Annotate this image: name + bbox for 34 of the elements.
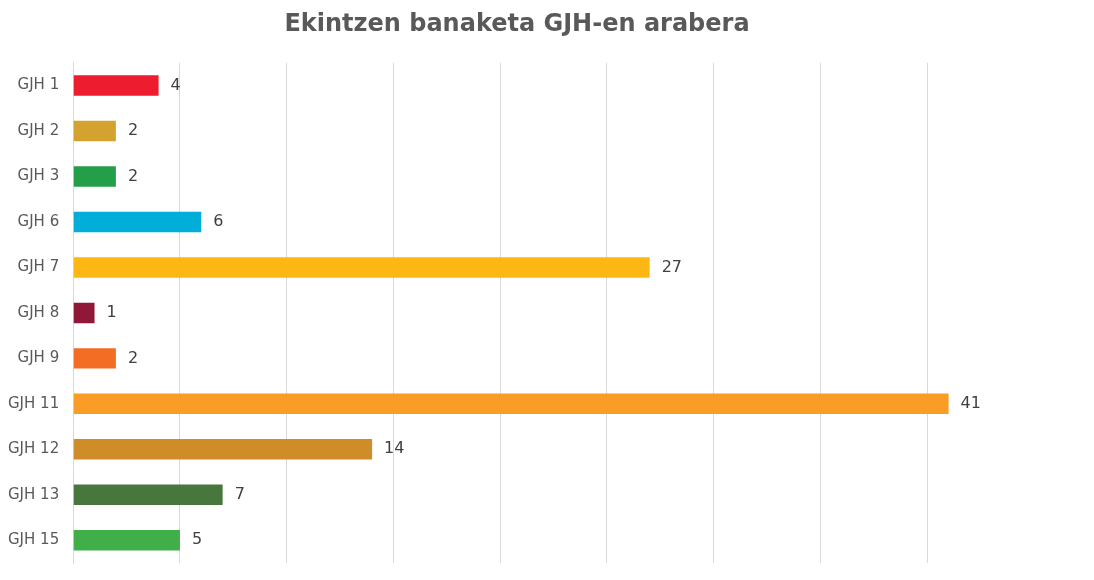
bar: [73, 211, 202, 233]
data-label: 2: [127, 165, 139, 185]
y-tick-label: GJH 12: [7, 439, 60, 458]
data-label: 4: [170, 74, 181, 94]
y-tick-label: GJH 11: [7, 393, 60, 412]
y-tick-label: GJH 3: [17, 166, 60, 185]
data-label: 2: [127, 120, 139, 140]
data-label: 41: [960, 393, 981, 412]
bar: [73, 75, 159, 96]
chart-title: Ekintzen banaketa GJH-en arabera: [284, 8, 750, 37]
bar: [73, 484, 223, 506]
y-tick-label: GJH 15: [7, 530, 60, 549]
bar: [73, 120, 116, 142]
y-tick-label: GJH 7: [17, 257, 60, 276]
y-tick-label: GJH 1: [17, 75, 60, 94]
y-tick-label: GJH 8: [17, 302, 60, 321]
data-label: 1: [106, 302, 117, 322]
bar: [73, 257, 650, 278]
data-label: 2: [127, 347, 139, 367]
data-label: 7: [234, 483, 245, 503]
data-label: 14: [384, 438, 405, 458]
data-label: 5: [191, 529, 203, 549]
y-tick-label: GJH 2: [17, 120, 60, 139]
bar: [73, 530, 180, 551]
data-label: 6: [213, 211, 224, 231]
y-tick-label: GJH 6: [17, 211, 60, 230]
bar: [73, 348, 116, 369]
bar: [73, 439, 373, 460]
y-tick-label: GJH 13: [7, 484, 60, 503]
bar: [73, 393, 949, 415]
bar: [73, 166, 116, 187]
bar: [73, 302, 95, 324]
data-label: 27: [661, 256, 683, 276]
y-tick-label: GJH 9: [17, 348, 60, 367]
